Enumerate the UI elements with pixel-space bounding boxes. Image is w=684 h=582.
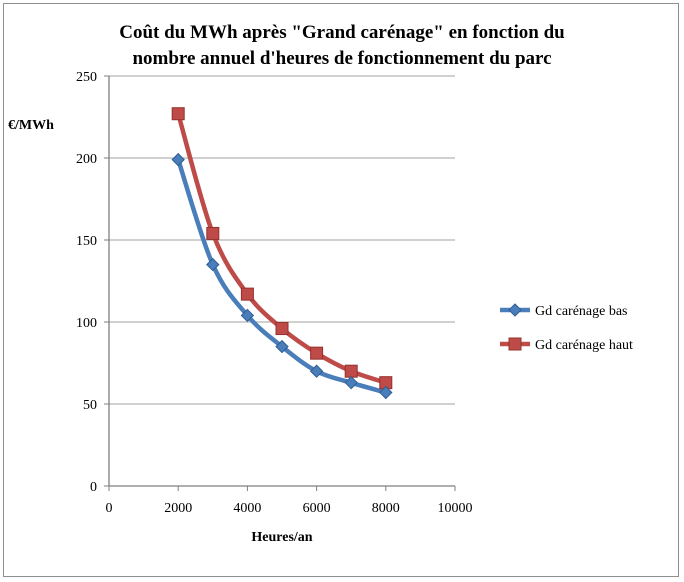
x-tick-label-0: 0 [106, 501, 113, 516]
x-tick-label-2000: 2000 [164, 501, 192, 516]
data-point-bas-4000 [240, 308, 255, 323]
legend-marker-bas [508, 303, 522, 317]
y-tick-label-50: 50 [83, 398, 97, 413]
data-point-bas-5000 [275, 339, 289, 354]
data-point-haut-2000 [171, 107, 185, 121]
x-tick-label-10000: 10000 [438, 501, 473, 516]
data-point-haut-3000 [206, 226, 220, 240]
x-tick-label-8000: 8000 [372, 501, 400, 516]
data-point-bas-2000 [171, 152, 185, 167]
legend-label-bas: Gd carénage bas [535, 304, 628, 319]
data-point-haut-7000 [344, 364, 358, 378]
data-point-bas-8000 [379, 385, 393, 400]
x-axis-label: Heures/an [251, 530, 312, 545]
data-point-haut-6000 [310, 346, 324, 360]
x-tick-label-4000: 4000 [233, 501, 261, 516]
data-point-bas-3000 [206, 257, 220, 272]
y-tick-label-150: 150 [76, 234, 97, 249]
legend-label-haut: Gd carénage haut [535, 338, 633, 353]
data-point-bas-6000 [309, 364, 324, 378]
legend-marker-haut [508, 337, 522, 351]
y-tick-label-0: 0 [90, 480, 97, 495]
y-tick-label-200: 200 [76, 152, 97, 167]
chart-title-line-2: nombre annuel d'heures de fonctionnement… [132, 48, 551, 69]
x-tick-label-6000: 6000 [303, 501, 331, 516]
y-axis-label: €/MWh [8, 118, 54, 133]
data-point-haut-4000 [240, 287, 254, 301]
series-line-bas [176, 158, 387, 395]
y-tick-label-250: 250 [76, 70, 97, 85]
data-point-haut-5000 [275, 322, 289, 336]
data-point-bas-7000 [344, 375, 358, 390]
chart-frame [3, 3, 679, 577]
chart-title-line-1: Coût du MWh après "Grand carénage" en fo… [119, 22, 565, 43]
y-tick-label-100: 100 [76, 316, 97, 331]
